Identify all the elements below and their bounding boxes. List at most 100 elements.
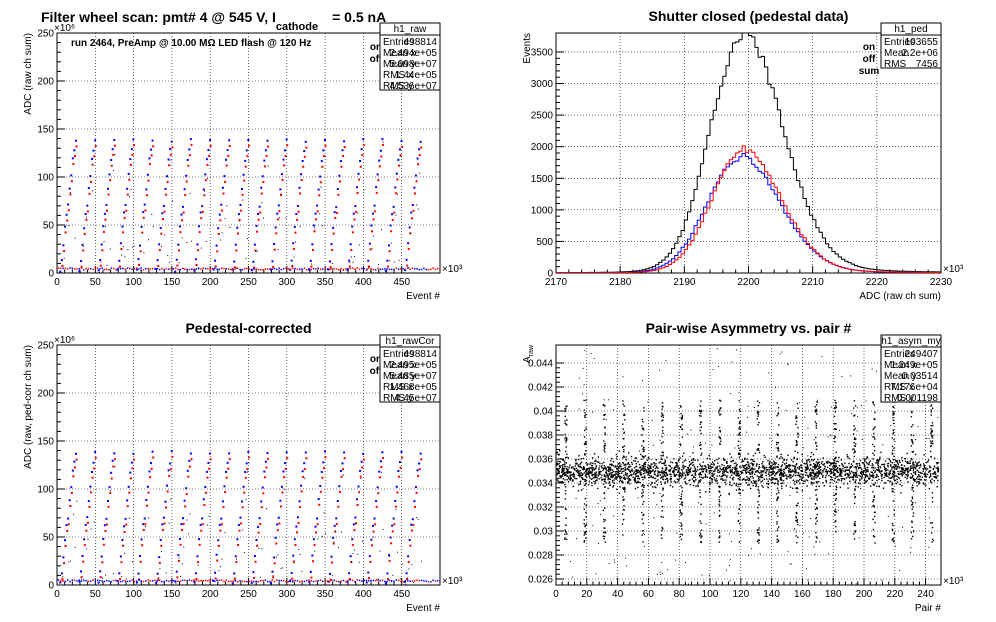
spike-point (758, 489, 760, 492)
data-point (581, 474, 583, 476)
data-point (648, 476, 650, 479)
data-point (794, 467, 796, 470)
data-point-transition (236, 267, 238, 269)
spike-point (564, 450, 567, 453)
spike-point (718, 485, 720, 487)
x-tick-label: 400 (355, 277, 372, 288)
data-point (708, 491, 711, 493)
data-point (890, 465, 892, 467)
data-point (916, 469, 919, 472)
data-point (678, 480, 680, 482)
data-point-baseline (393, 580, 395, 583)
data-point-on (368, 242, 371, 245)
data-point-off (420, 146, 423, 149)
spike-point (604, 486, 606, 488)
data-point-transition (331, 262, 333, 264)
data-point (727, 467, 730, 469)
data-point (594, 481, 597, 483)
data-point-on (341, 149, 344, 152)
spike-point (700, 444, 702, 446)
data-point (689, 484, 691, 486)
data-point (763, 467, 765, 470)
spike-point (739, 522, 741, 525)
spike-point (833, 415, 836, 418)
data-point-off (377, 492, 380, 495)
data-point-off (117, 586, 119, 588)
data-point-off (244, 165, 247, 168)
data-point-on (381, 138, 384, 141)
data-point-on (343, 140, 346, 143)
data-point (598, 467, 600, 469)
data-point (863, 478, 866, 480)
data-point-off (83, 233, 86, 236)
data-point-baseline (230, 268, 232, 271)
data-point-on (348, 572, 351, 575)
data-point (641, 464, 643, 467)
data-point (594, 475, 597, 477)
data-point-on (260, 500, 263, 503)
data-point-baseline (204, 267, 207, 270)
data-point (829, 473, 832, 475)
data-point (827, 470, 829, 472)
spike-point (854, 530, 857, 532)
data-point-baseline (62, 267, 64, 270)
data-point (709, 471, 711, 474)
data-point-transition (291, 264, 293, 266)
data-point-baseline (361, 580, 363, 582)
data-point (732, 476, 735, 479)
data-point-baseline (232, 580, 234, 582)
data-point-baseline (110, 580, 113, 583)
y-tick-label: 50 (43, 533, 55, 544)
data-point-on (323, 138, 326, 141)
data-point-off (168, 475, 171, 478)
data-point-on (311, 554, 314, 557)
data-point (812, 459, 815, 461)
data-point-off (406, 264, 409, 267)
data-point (825, 461, 828, 463)
data-point-baseline (147, 579, 149, 581)
data-point (687, 467, 690, 470)
data-point (761, 484, 763, 487)
data-point-on (89, 485, 92, 488)
data-point (884, 460, 887, 462)
x-tick-label: 180 (825, 589, 842, 600)
data-point-transition (357, 212, 359, 214)
data-point-transition (140, 270, 142, 272)
data-point (810, 451, 813, 454)
data-point-transition (62, 576, 64, 578)
data-point (592, 473, 594, 476)
data-point-off (273, 248, 276, 251)
data-point (738, 479, 741, 481)
data-point (715, 467, 717, 469)
data-point (894, 479, 897, 481)
data-point (780, 456, 782, 458)
data-point (768, 478, 771, 480)
data-point (608, 467, 610, 469)
data-point-transition (397, 551, 399, 553)
data-point (679, 477, 681, 480)
data-point-on (223, 485, 226, 488)
data-point-off (318, 194, 321, 197)
data-point-transition (334, 530, 336, 532)
data-point (840, 469, 842, 471)
data-point (936, 462, 938, 464)
data-point-on (81, 554, 84, 557)
data-point-baseline (312, 267, 315, 270)
data-point (751, 471, 754, 474)
data-point (895, 464, 897, 466)
data-point-off (206, 163, 209, 166)
data-point-on (121, 225, 124, 228)
data-point (742, 460, 745, 462)
data-point-off (120, 561, 123, 564)
data-point (914, 478, 917, 481)
data-point-transition (246, 238, 248, 240)
spike-point (603, 418, 605, 420)
data-point-baseline (384, 268, 386, 270)
spike-point (662, 516, 664, 518)
spike-point (642, 522, 644, 525)
data-point (638, 477, 641, 480)
x-tick-label: 2210 (802, 277, 825, 288)
data-point (609, 469, 612, 472)
data-point (878, 459, 881, 461)
data-point-off (122, 231, 125, 234)
